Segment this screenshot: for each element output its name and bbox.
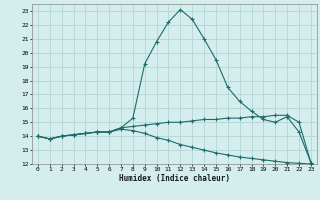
X-axis label: Humidex (Indice chaleur): Humidex (Indice chaleur): [119, 174, 230, 183]
